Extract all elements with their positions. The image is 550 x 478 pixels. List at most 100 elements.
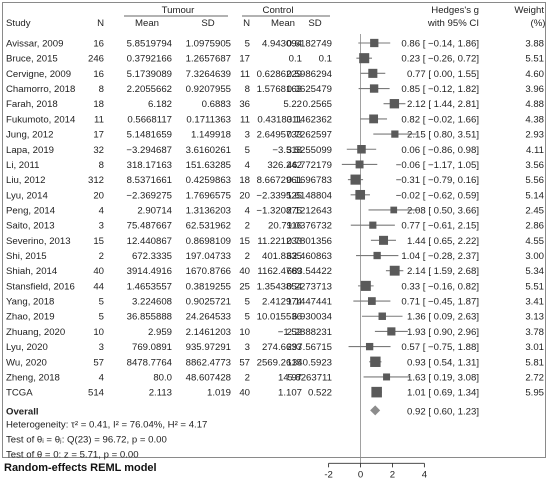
study-name: Severino, 2013 [6, 236, 71, 247]
tumour-mean: 75.487667 [127, 221, 172, 232]
control-n: 25 [239, 281, 250, 292]
control-n-header: N [243, 18, 250, 29]
effect-ci: 0.77 [ 0.00, 1.55] [407, 69, 479, 80]
study-name: Peng, 2014 [6, 205, 56, 216]
study-row: Fukumoto, 2014 11 0.5668117 0.1711363 11 0.43… [6, 114, 544, 125]
weight-value: 4.60 [525, 69, 544, 80]
control-mean: 20.7116 [268, 221, 302, 232]
control-sd: 0.5986294 [287, 69, 333, 80]
control-mean: 10.015536 [257, 312, 302, 323]
tumour-n: 15 [93, 236, 104, 247]
tumour-n: 3 [99, 221, 104, 232]
tumour-n: 17 [93, 130, 104, 141]
weight-value: 5.14 [525, 190, 544, 201]
control-group-header: Control [263, 5, 294, 16]
tumour-mean: 80.0 [153, 372, 172, 383]
control-sd: 0.7801356 [287, 236, 332, 247]
weight-value: 5.51 [525, 54, 544, 65]
effect-marker [368, 68, 378, 78]
weight-value: 5.56 [525, 175, 544, 186]
control-n: 11 [240, 114, 250, 125]
control-n: 40 [239, 266, 250, 277]
control-sd: 2.1212643 [287, 205, 332, 216]
tumour-sd: 0.1711363 [186, 114, 231, 125]
effect-marker [370, 38, 379, 48]
effect-ci: 0.77 [ −0.61, 2.15] [401, 221, 479, 232]
tumour-sd: 48.607428 [186, 372, 231, 383]
weight-value: 3.88 [525, 39, 544, 50]
tumour-n: 40 [93, 266, 104, 277]
tumour-mean: 12.440867 [127, 236, 172, 247]
control-sd: 0.522 [308, 388, 332, 399]
effect-ci: −0.02 [ −0.62, 0.59] [396, 190, 479, 201]
tumour-sd: 0.9025721 [186, 297, 231, 308]
effect-ci: 1.63 [ 0.19, 3.08] [407, 372, 479, 383]
control-n: 15 [239, 236, 250, 247]
control-mean: 2.412974 [262, 297, 303, 308]
tumour-mean: 2.2055662 [127, 84, 172, 95]
control-mean: 8.6672961 [257, 175, 302, 186]
homogeneity-test: Test of θᵢ = θⱼ: Q(23) = 96.72, p = 0.00 [6, 434, 167, 445]
effect-size-header: Hedges's g [431, 5, 479, 16]
effect-marker [389, 265, 400, 276]
study-name: TCGA [6, 388, 33, 399]
tumour-n: 18 [93, 99, 104, 110]
weight-value: 2.86 [525, 221, 544, 232]
control-mean: 1.5768163 [257, 84, 302, 95]
control-mean: 1162.4769 [257, 266, 302, 277]
tumour-sd: 7.3264639 [186, 69, 231, 80]
control-mean: 1.107 [278, 388, 302, 399]
weight-value: 5.95 [525, 388, 544, 399]
tumour-mean: 3914.4916 [127, 266, 172, 277]
effect-marker [391, 130, 399, 138]
control-sd: 6.930034 [292, 312, 333, 323]
study-row: Lyu, 2014 20 −2.369275 1.7696575 20 −2.339525… [6, 189, 545, 201]
control-sd: 0.1696783 [287, 175, 332, 186]
tumour-n: 312 [88, 175, 104, 186]
effect-marker [360, 280, 371, 291]
study-name: Yang, 2018 [6, 297, 54, 308]
control-mean: 4.943094 [262, 39, 303, 50]
control-sd: 0.6182749 [287, 39, 332, 50]
tumour-n: 20 [93, 190, 104, 201]
control-n: 5 [245, 312, 250, 323]
control-sd: 1.1447441 [287, 297, 332, 308]
control-n: 4 [245, 160, 251, 171]
tumour-mean: 0.3792166 [127, 54, 172, 65]
control-n: 40 [239, 388, 250, 399]
forest-plot-frame [2, 2, 546, 458]
tumour-n: 514 [88, 388, 105, 399]
control-n: 4 [245, 205, 251, 216]
study-row: Li, 2011 8 318.17163 151.63285 4 326.24246.77… [6, 160, 544, 171]
study-name: Zhuang, 2020 [6, 327, 65, 338]
tumour-n: 10 [93, 327, 104, 338]
tumour-sd: 0.6883 [202, 99, 231, 110]
tumour-mean: 8.5371661 [127, 175, 172, 186]
tumour-sd: 62.531962 [186, 221, 231, 232]
effect-marker [378, 312, 386, 320]
tumour-sd: 0.4259863 [186, 175, 231, 186]
study-row: Shi, 2015 2 672.3335 197.04733 2 401.833562.4… [6, 251, 544, 262]
tumour-n: 246 [88, 54, 104, 65]
tumour-n: 4 [99, 372, 105, 383]
study-row: TCGA 514 2.113 1.019 40 1.107 0.522 1.01 [ 0.69… [6, 386, 544, 399]
study-row: Chamorro, 2018 8 2.2055662 0.9207955 8 1.5768… [6, 84, 544, 95]
study-row: Bruce, 2015 246 0.3792166 1.2657687 17 0.1 0.1… [6, 53, 544, 65]
effect-marker [379, 235, 389, 245]
effect-ci: 2.08 [ 0.50, 3.66] [407, 205, 479, 216]
control-mean: 5.22 [283, 99, 302, 110]
effect-marker [390, 206, 398, 214]
tumour-mean: 3.224608 [132, 297, 172, 308]
effect-ci: 0.23 [ −0.26, 0.72] [401, 54, 479, 65]
control-n: 5 [245, 297, 250, 308]
tumour-mean: 36.855888 [127, 312, 172, 323]
weight-value: 5.34 [525, 266, 544, 277]
effect-ci: 0.57 [ −0.75, 1.88] [401, 342, 479, 353]
effect-ci: 0.93 [ 0.54, 1.31] [407, 357, 479, 368]
x-tick-label: 2 [390, 469, 395, 478]
study-row: Liu, 2012 312 8.5371661 0.4259863 18 8.667296… [6, 174, 544, 186]
control-sd: 0.1 [319, 54, 332, 65]
study-name: Cervigne, 2009 [6, 69, 71, 80]
tumour-mean: −3.294687 [126, 145, 172, 156]
